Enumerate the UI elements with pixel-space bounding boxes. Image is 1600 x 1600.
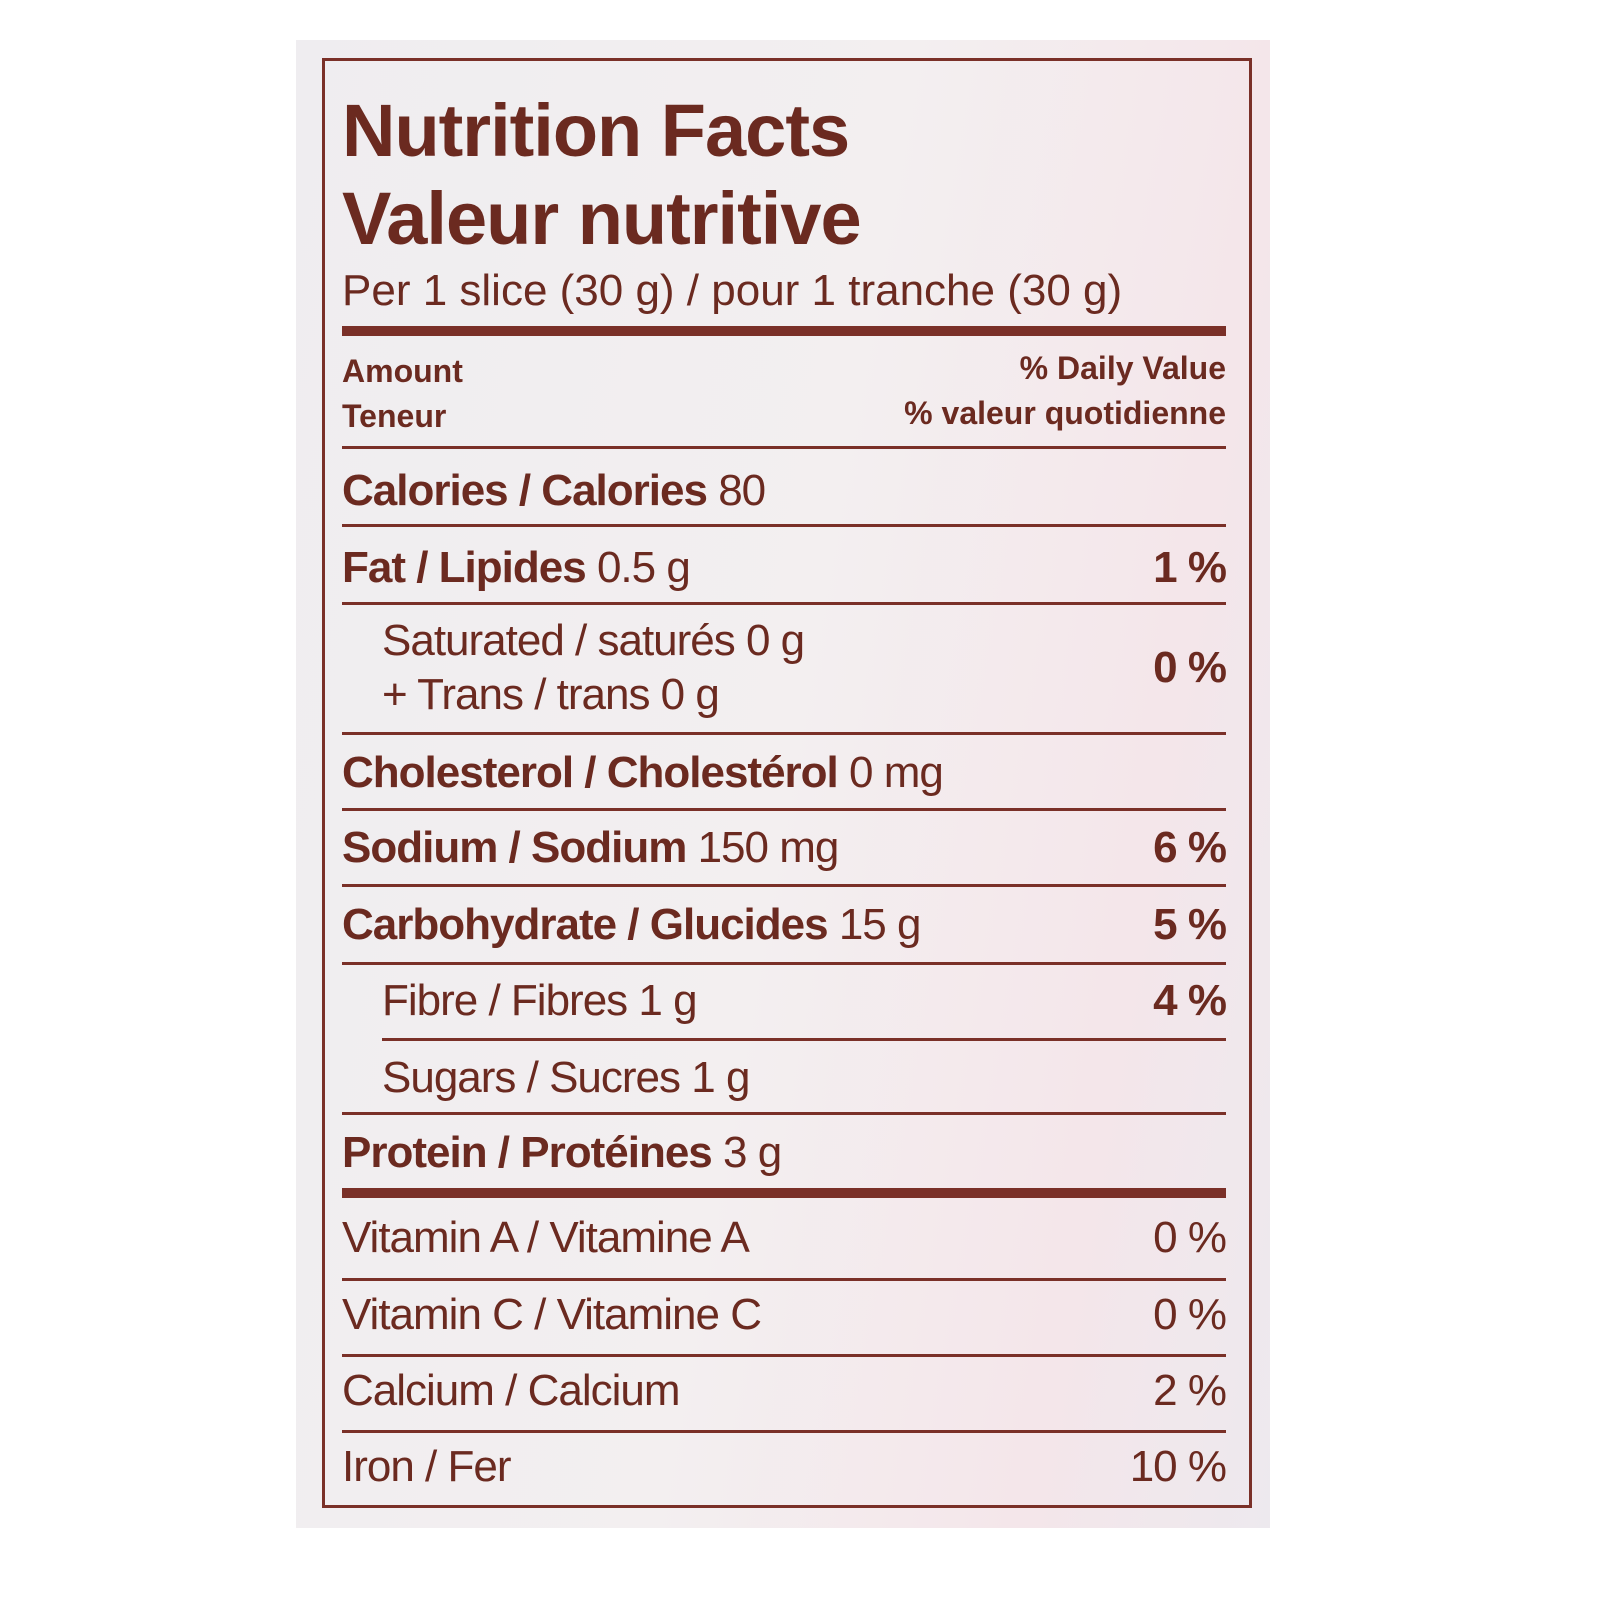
carbohydrate-dv: 5 %	[1153, 900, 1227, 949]
fat-dv: 1 %	[1153, 543, 1227, 592]
vitamin-c-label: Vitamin C / Vitamine C	[342, 1290, 762, 1339]
cholesterol-label: Cholesterol / Cholestérol	[342, 748, 839, 797]
divider	[342, 1112, 1226, 1115]
saturated-label: Saturated / saturés 0 g	[382, 616, 805, 665]
divider	[342, 808, 1226, 811]
vitamin-a-label: Vitamin A / Vitamine A	[342, 1213, 750, 1262]
row-carbohydrate: Carbohydrate / Glucides 15 g 5 %	[342, 900, 1227, 950]
calcium-label: Calcium / Calcium	[342, 1366, 681, 1415]
protein-amount: 3 g	[723, 1128, 782, 1177]
thick-divider	[342, 326, 1226, 336]
header-dv-fr: % valeur quotidienne	[904, 395, 1226, 431]
row-fibre: Fibre / Fibres 1 g 4 %	[342, 976, 1227, 1026]
divider	[342, 1278, 1226, 1281]
fat-label: Fat / Lipides	[342, 543, 587, 592]
sugars-label: Sugars / Sucres 1 g	[382, 1053, 750, 1102]
divider	[342, 884, 1226, 887]
label-border	[322, 58, 1252, 1508]
fat-amount: 0.5 g	[596, 543, 691, 592]
row-sugars: Sugars / Sucres 1 g	[342, 1053, 1266, 1103]
divider	[342, 732, 1226, 735]
divider	[342, 446, 1226, 449]
saturated-trans-dv: 0 %	[1153, 643, 1227, 692]
row-vitamin-a: Vitamin A / Vitamine A 0 %	[342, 1213, 1227, 1263]
divider	[342, 1430, 1226, 1433]
row-protein: Protein / Protéines 3 g	[342, 1128, 1226, 1178]
header-amount: Amount	[342, 353, 463, 389]
thick-divider	[342, 1188, 1226, 1198]
row-calories: Calories / Calories 80	[342, 466, 1226, 516]
row-cholesterol: Cholesterol / Cholestérol 0 mg	[342, 748, 1226, 798]
row-trans: + Trans / trans 0 g	[342, 670, 1266, 720]
fibre-dv: 4 %	[1153, 976, 1227, 1025]
row-calcium: Calcium / Calcium 2 %	[342, 1366, 1227, 1416]
serving-size: Per 1 slice (30 g) / pour 1 tranche (30 …	[342, 266, 1123, 315]
carbohydrate-label: Carbohydrate / Glucides	[342, 900, 829, 949]
calories-amount: 80	[718, 466, 766, 515]
row-fat: Fat / Lipides 0.5 g 1 %	[342, 543, 1227, 593]
divider	[342, 962, 1226, 965]
divider	[382, 1038, 1226, 1041]
divider	[342, 602, 1226, 605]
vitamin-c-dv: 0 %	[1153, 1290, 1227, 1339]
row-vitamin-c: Vitamin C / Vitamine C 0 %	[342, 1290, 1227, 1340]
sodium-label: Sodium / Sodium	[342, 823, 687, 872]
calcium-dv: 2 %	[1153, 1366, 1227, 1415]
calories-label: Calories / Calories	[342, 466, 708, 515]
row-sodium: Sodium / Sodium 150 mg 6 %	[342, 823, 1227, 873]
cholesterol-amount: 0 mg	[849, 748, 944, 797]
iron-dv: 10 %	[1129, 1442, 1227, 1491]
sodium-dv: 6 %	[1153, 823, 1227, 872]
iron-label: Iron / Fer	[342, 1442, 511, 1491]
fibre-label: Fibre / Fibres 1 g	[382, 976, 698, 1025]
header-teneur: Teneur	[342, 398, 447, 434]
title-fr: Valeur nutritive	[342, 177, 862, 260]
vitamin-a-dv: 0 %	[1153, 1213, 1227, 1262]
sodium-amount: 150 mg	[697, 823, 840, 872]
header-dv-en: % Daily Value	[1019, 350, 1226, 386]
title-en: Nutrition Facts	[342, 89, 850, 172]
row-iron: Iron / Fer 10 %	[342, 1442, 1227, 1492]
row-saturated: Saturated / saturés 0 g	[342, 616, 1266, 666]
trans-label: + Trans / trans 0 g	[382, 670, 720, 719]
carbohydrate-amount: 15 g	[838, 900, 922, 949]
protein-label: Protein / Protéines	[342, 1128, 713, 1177]
divider	[342, 1354, 1226, 1357]
divider	[342, 524, 1226, 527]
